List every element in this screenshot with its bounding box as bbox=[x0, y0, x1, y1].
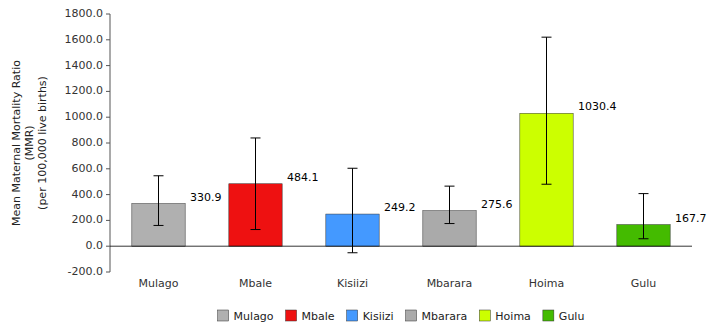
y-tick bbox=[106, 272, 110, 273]
y-tick-label: 1000.0 bbox=[65, 110, 104, 123]
y-tick bbox=[106, 14, 110, 15]
y-tick bbox=[106, 117, 110, 118]
y-tick bbox=[106, 143, 110, 144]
y-tick-label: 1800.0 bbox=[65, 7, 104, 20]
y-tick bbox=[106, 246, 110, 247]
data-label: 330.9 bbox=[190, 191, 222, 204]
y-tick-label: 1600.0 bbox=[65, 33, 104, 46]
legend: Mulago Mbale Kisiizi Mbarara Hoima Gulu bbox=[218, 310, 585, 323]
x-tick-label: Gulu bbox=[631, 277, 657, 290]
legend-swatch bbox=[218, 310, 229, 321]
error-bar bbox=[639, 194, 649, 239]
data-label: 249.2 bbox=[384, 201, 416, 214]
data-label: 1030.4 bbox=[578, 100, 617, 113]
legend-item: Mbale bbox=[286, 310, 335, 323]
error-bar bbox=[154, 176, 164, 226]
y-axis-label-line: (MMR) bbox=[23, 125, 36, 160]
legend-swatch bbox=[286, 310, 297, 321]
x-tick-label: Mbale bbox=[239, 277, 272, 290]
x-tick-label: Hoima bbox=[529, 277, 565, 290]
y-tick-label: 1200.0 bbox=[65, 84, 104, 97]
x-tick-label: Mbarara bbox=[427, 277, 473, 290]
y-tick-label: 0.0 bbox=[86, 239, 104, 252]
y-tick bbox=[106, 39, 110, 40]
y-tick bbox=[106, 220, 110, 221]
legend-swatch bbox=[479, 310, 490, 321]
legend-swatch bbox=[406, 310, 417, 321]
data-label: 484.1 bbox=[287, 171, 319, 184]
data-label: 275.6 bbox=[481, 198, 513, 211]
y-tick-label: 400.0 bbox=[72, 188, 104, 201]
error-bar bbox=[251, 138, 261, 230]
legend-label: Hoima bbox=[495, 310, 531, 323]
legend-label: Mbarara bbox=[422, 310, 468, 323]
plot-area bbox=[110, 37, 692, 253]
y-tick-label: 1400.0 bbox=[65, 59, 104, 72]
y-tick bbox=[106, 194, 110, 195]
y-tick bbox=[106, 168, 110, 169]
chart: -200.0 0.0 200.0 400.0 600.0 800.0 1000.0 1200.… bbox=[0, 0, 707, 330]
y-axis-label-line: (per 100,000 live births) bbox=[36, 76, 49, 210]
legend-item: Mbarara bbox=[406, 310, 468, 323]
legend-label: Gulu bbox=[559, 310, 585, 323]
y-tick bbox=[106, 65, 110, 66]
y-axis: -200.0 0.0 200.0 400.0 600.0 800.0 1000.0 1200.… bbox=[65, 7, 111, 278]
legend-item: Gulu bbox=[543, 310, 585, 323]
data-label: 167.7 bbox=[675, 212, 707, 225]
y-tick-label: 800.0 bbox=[72, 136, 104, 149]
legend-swatch bbox=[543, 310, 554, 321]
legend-label: Mulago bbox=[234, 310, 274, 323]
y-tick bbox=[106, 91, 110, 92]
error-bar bbox=[542, 37, 552, 184]
y-tick-label: -200.0 bbox=[68, 265, 103, 278]
y-axis-label-line: Mean Maternal Mortality Ratio bbox=[10, 60, 23, 226]
x-tick-label: Mulago bbox=[139, 277, 179, 290]
legend-item: Hoima bbox=[479, 310, 531, 323]
error-bar bbox=[445, 186, 455, 223]
zero-line bbox=[110, 246, 692, 247]
legend-label: Mbale bbox=[302, 310, 335, 323]
error-bar bbox=[348, 168, 358, 252]
y-tick-label: 200.0 bbox=[72, 213, 104, 226]
legend-item: Kisiizi bbox=[347, 310, 394, 323]
legend-label: Kisiizi bbox=[363, 310, 394, 323]
x-tick-label: Kisiizi bbox=[337, 277, 368, 290]
legend-item: Mulago bbox=[218, 310, 274, 323]
y-axis-label: Mean Maternal Mortality Ratio(MMR)(per 1… bbox=[10, 60, 49, 226]
y-tick-label: 600.0 bbox=[72, 162, 104, 175]
legend-swatch bbox=[347, 310, 358, 321]
y-axis-line bbox=[110, 14, 111, 272]
